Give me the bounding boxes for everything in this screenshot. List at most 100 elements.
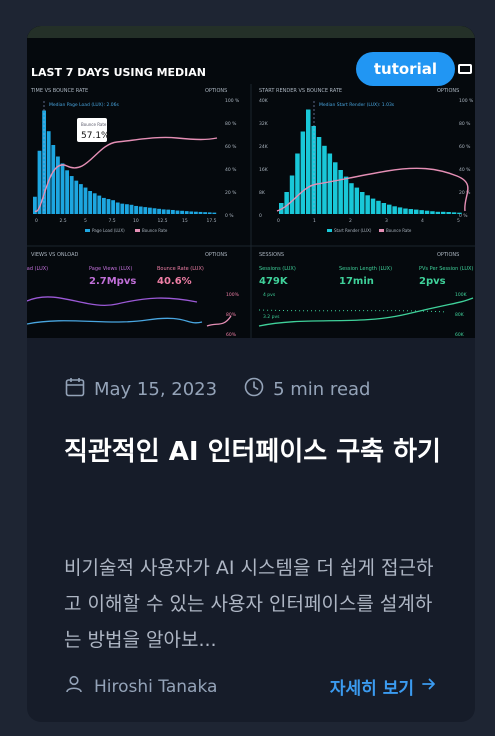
histogram-bar bbox=[446, 212, 451, 214]
left-pct-axis: 100 % 80 % 60 % 40 % 20 % 0 % bbox=[225, 98, 240, 219]
histogram-bar bbox=[365, 195, 370, 214]
axis-label: 60% bbox=[226, 332, 237, 338]
x-label: 12.5 bbox=[158, 218, 168, 224]
x-label: 15 bbox=[182, 218, 188, 224]
histogram-bar bbox=[397, 207, 403, 214]
histogram-bar bbox=[157, 208, 161, 214]
pct-label: 0 % bbox=[459, 213, 468, 219]
histogram-bar bbox=[180, 210, 184, 214]
stats-left: Load (LUX) Page Views (LUX) 2.7Mpvs Bounce … bbox=[27, 266, 204, 287]
axis-label: 100% bbox=[226, 292, 240, 298]
pct-label: 20 % bbox=[459, 190, 471, 196]
post-title[interactable]: 직관적인 AI 인터페이스 구축 하기 bbox=[64, 437, 441, 467]
histogram-bar bbox=[408, 209, 414, 214]
histogram-bar bbox=[51, 145, 56, 214]
panel-left-options: OPTIONS bbox=[205, 88, 227, 94]
axis-label: 80K bbox=[455, 312, 465, 318]
right-y-axis: 40K 32K 24K 16K 8K 0 100 % 80 % 60 % 40 % 20 % 0 % bbox=[259, 98, 474, 219]
category-tag[interactable]: tutorial bbox=[355, 52, 455, 86]
x-label: 0 bbox=[277, 218, 280, 224]
post-excerpt: 비기술적 사용자가 AI 시스템을 더 쉽게 접근하고 이해할 수 있는 사용자… bbox=[64, 557, 434, 651]
dashboard-header: LAST 7 DAYS USING MEDIAN bbox=[31, 66, 206, 79]
histogram-bar bbox=[111, 200, 115, 214]
x-label: 7.5 bbox=[109, 218, 116, 224]
histogram-bar bbox=[129, 204, 134, 214]
histogram-bar bbox=[161, 209, 166, 214]
histogram-bar bbox=[311, 126, 316, 214]
read-time: 5 min read bbox=[273, 379, 371, 400]
bounce-line-right bbox=[276, 167, 469, 212]
pct-label: 60 % bbox=[225, 144, 237, 150]
histogram-bar bbox=[392, 206, 397, 214]
histogram-bar bbox=[289, 175, 295, 214]
pct-label: 100 % bbox=[225, 98, 240, 104]
histogram-bar bbox=[414, 209, 419, 214]
stat-label: Page Views (LUX) bbox=[89, 266, 132, 272]
y-label: 40K bbox=[259, 98, 269, 104]
histogram-bar bbox=[184, 211, 189, 214]
y-label: 32K bbox=[259, 121, 269, 127]
pct-label: 80 % bbox=[225, 121, 237, 127]
histogram-bar bbox=[102, 197, 106, 214]
arrow-right-icon bbox=[420, 675, 438, 698]
axis-label: 60K bbox=[455, 332, 465, 338]
histogram-bar bbox=[194, 211, 198, 214]
svg-text:OPTIONS: OPTIONS bbox=[437, 252, 459, 258]
histogram-bar bbox=[295, 153, 300, 214]
histogram-bar bbox=[198, 211, 203, 214]
svg-text:SESSIONS: SESSIONS bbox=[259, 252, 284, 258]
author: Hiroshi Tanaka bbox=[64, 674, 217, 699]
histogram-bar bbox=[83, 187, 88, 214]
histogram-bar bbox=[316, 137, 322, 214]
svg-text:OPTIONS: OPTIONS bbox=[205, 252, 227, 258]
histogram-bar bbox=[74, 180, 79, 214]
histogram-bar bbox=[152, 208, 157, 214]
histogram-bar bbox=[349, 183, 354, 214]
read-more-link[interactable]: 자세히 보기 bbox=[330, 674, 438, 699]
panel-right-options: OPTIONS bbox=[437, 88, 459, 94]
histogram-bar bbox=[327, 153, 333, 214]
histogram-bar bbox=[97, 195, 102, 214]
left-x-axis: 0 2.5 5 7.5 10 12.5 15 17.5 bbox=[35, 218, 217, 224]
card-footer: Hiroshi Tanaka 자세히 보기 bbox=[64, 674, 438, 699]
right-histogram bbox=[279, 109, 462, 214]
y-label: 16K bbox=[259, 167, 269, 173]
histogram-bar bbox=[171, 209, 175, 214]
histogram-bar bbox=[138, 206, 143, 214]
histogram-bar bbox=[360, 192, 365, 214]
histogram-bar bbox=[166, 209, 171, 214]
histogram-bar bbox=[424, 210, 430, 214]
right-annotation: Median Start Render (LUX): 1.03s bbox=[319, 102, 395, 108]
histogram-bar bbox=[33, 196, 37, 214]
svg-text:Bounce Rate: Bounce Rate bbox=[386, 228, 412, 233]
histogram-bar bbox=[79, 184, 83, 214]
histogram-bar bbox=[207, 212, 212, 214]
histogram-bar bbox=[370, 198, 376, 214]
histogram-bar bbox=[56, 156, 60, 214]
stat-value: 40.6% bbox=[157, 276, 192, 287]
histogram-bar bbox=[403, 208, 408, 214]
article-card[interactable]: LAST 7 DAYS USING MEDIAN TIME VS BOUNCE … bbox=[27, 26, 475, 722]
axis-label: 3.2 pvs bbox=[263, 314, 280, 320]
histogram-bar bbox=[457, 212, 462, 214]
histogram-bar bbox=[189, 211, 194, 214]
user-icon bbox=[64, 674, 84, 699]
histogram-bar bbox=[60, 163, 65, 214]
histogram-bar bbox=[300, 131, 306, 214]
y-label: 24K bbox=[259, 144, 269, 150]
histogram-bar bbox=[212, 212, 217, 214]
pct-label: 100 % bbox=[459, 98, 474, 104]
read-more-label: 자세히 보기 bbox=[329, 679, 414, 699]
pct-label: 40 % bbox=[225, 167, 237, 173]
svg-text:Bounce Rate: Bounce Rate bbox=[81, 122, 107, 127]
histogram-bar bbox=[306, 109, 311, 214]
bounce-line-left bbox=[34, 136, 218, 212]
right-x-axis: 0 1 2 3 4 5 bbox=[277, 218, 460, 224]
pct-label: 0 % bbox=[225, 213, 234, 219]
histogram-bar bbox=[381, 203, 387, 214]
histogram-bar bbox=[115, 202, 120, 214]
histogram-bar bbox=[106, 199, 111, 214]
axis-label: 100K bbox=[455, 292, 468, 298]
histogram-bar bbox=[435, 211, 441, 214]
histogram-bar bbox=[37, 150, 42, 214]
